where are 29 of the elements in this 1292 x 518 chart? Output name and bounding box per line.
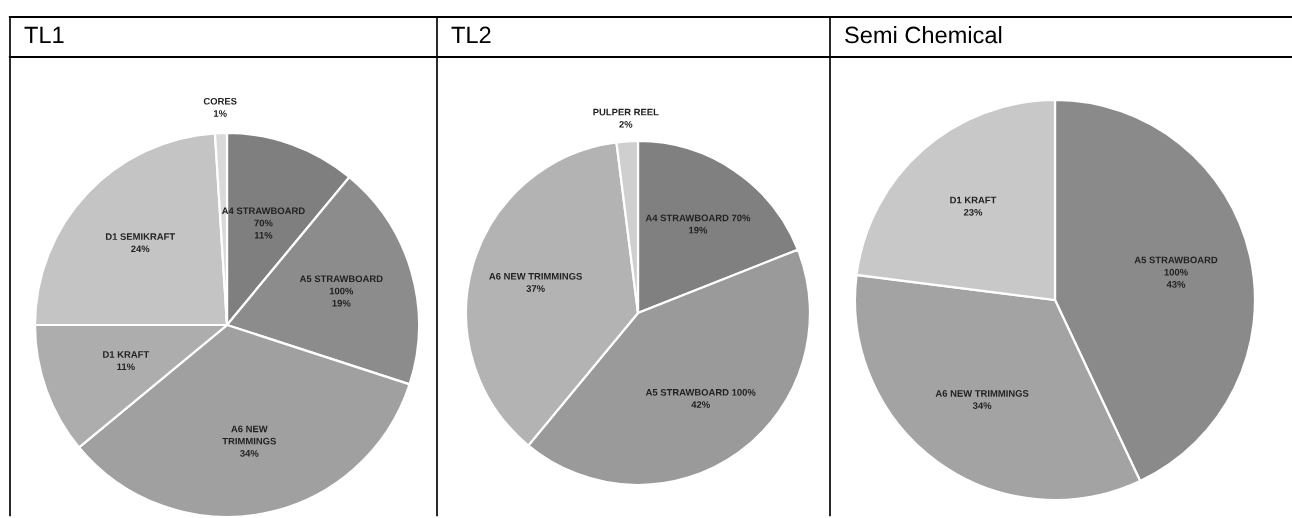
slice-label: CORES	[203, 97, 237, 105]
data-label: 34%	[972, 402, 992, 409]
slice-label: A4 STRAWBOARD 70%	[221, 207, 305, 227]
data-label: 1%	[213, 110, 227, 117]
data-label: 2%	[619, 120, 633, 128]
slice-label: D1 KRAFT	[950, 196, 997, 204]
slice-label: D1 SEMIKRAFT	[105, 233, 176, 240]
data-label: 37%	[526, 285, 545, 292]
chart-title: TL1	[24, 26, 64, 44]
slice-label: A6 NEW TRIMMINGS	[222, 425, 276, 445]
data-label: 43%	[1166, 281, 1186, 288]
slice-label: A6 NEW TRIMMINGS	[935, 390, 1029, 397]
data-label: 23%	[963, 208, 983, 216]
slice-label: A5 STRAWBOARD 100%	[645, 389, 756, 396]
slice-label: A5 STRAWBOARD 100%	[299, 275, 383, 295]
data-label: 24%	[131, 245, 150, 253]
slice-label: A4 STRAWBOARD 70%	[645, 214, 751, 222]
slice-label: A5 STRAWBOARD 100%	[1134, 256, 1218, 276]
data-label: 42%	[691, 401, 710, 408]
data-label: 11%	[117, 363, 135, 371]
slice-label: D1 KRAFT	[103, 351, 150, 358]
data-label: 19%	[332, 299, 351, 307]
slice-label: PULPER REEL	[593, 108, 659, 116]
data-label: 19%	[689, 226, 708, 234]
data-label: 11%	[254, 231, 273, 239]
data-label: 34%	[240, 450, 259, 457]
chart-title: TL2	[451, 26, 491, 44]
slice-label: A6 NEW TRIMMINGS	[489, 272, 582, 280]
chart-title: Semi Chemical	[845, 26, 1002, 44]
